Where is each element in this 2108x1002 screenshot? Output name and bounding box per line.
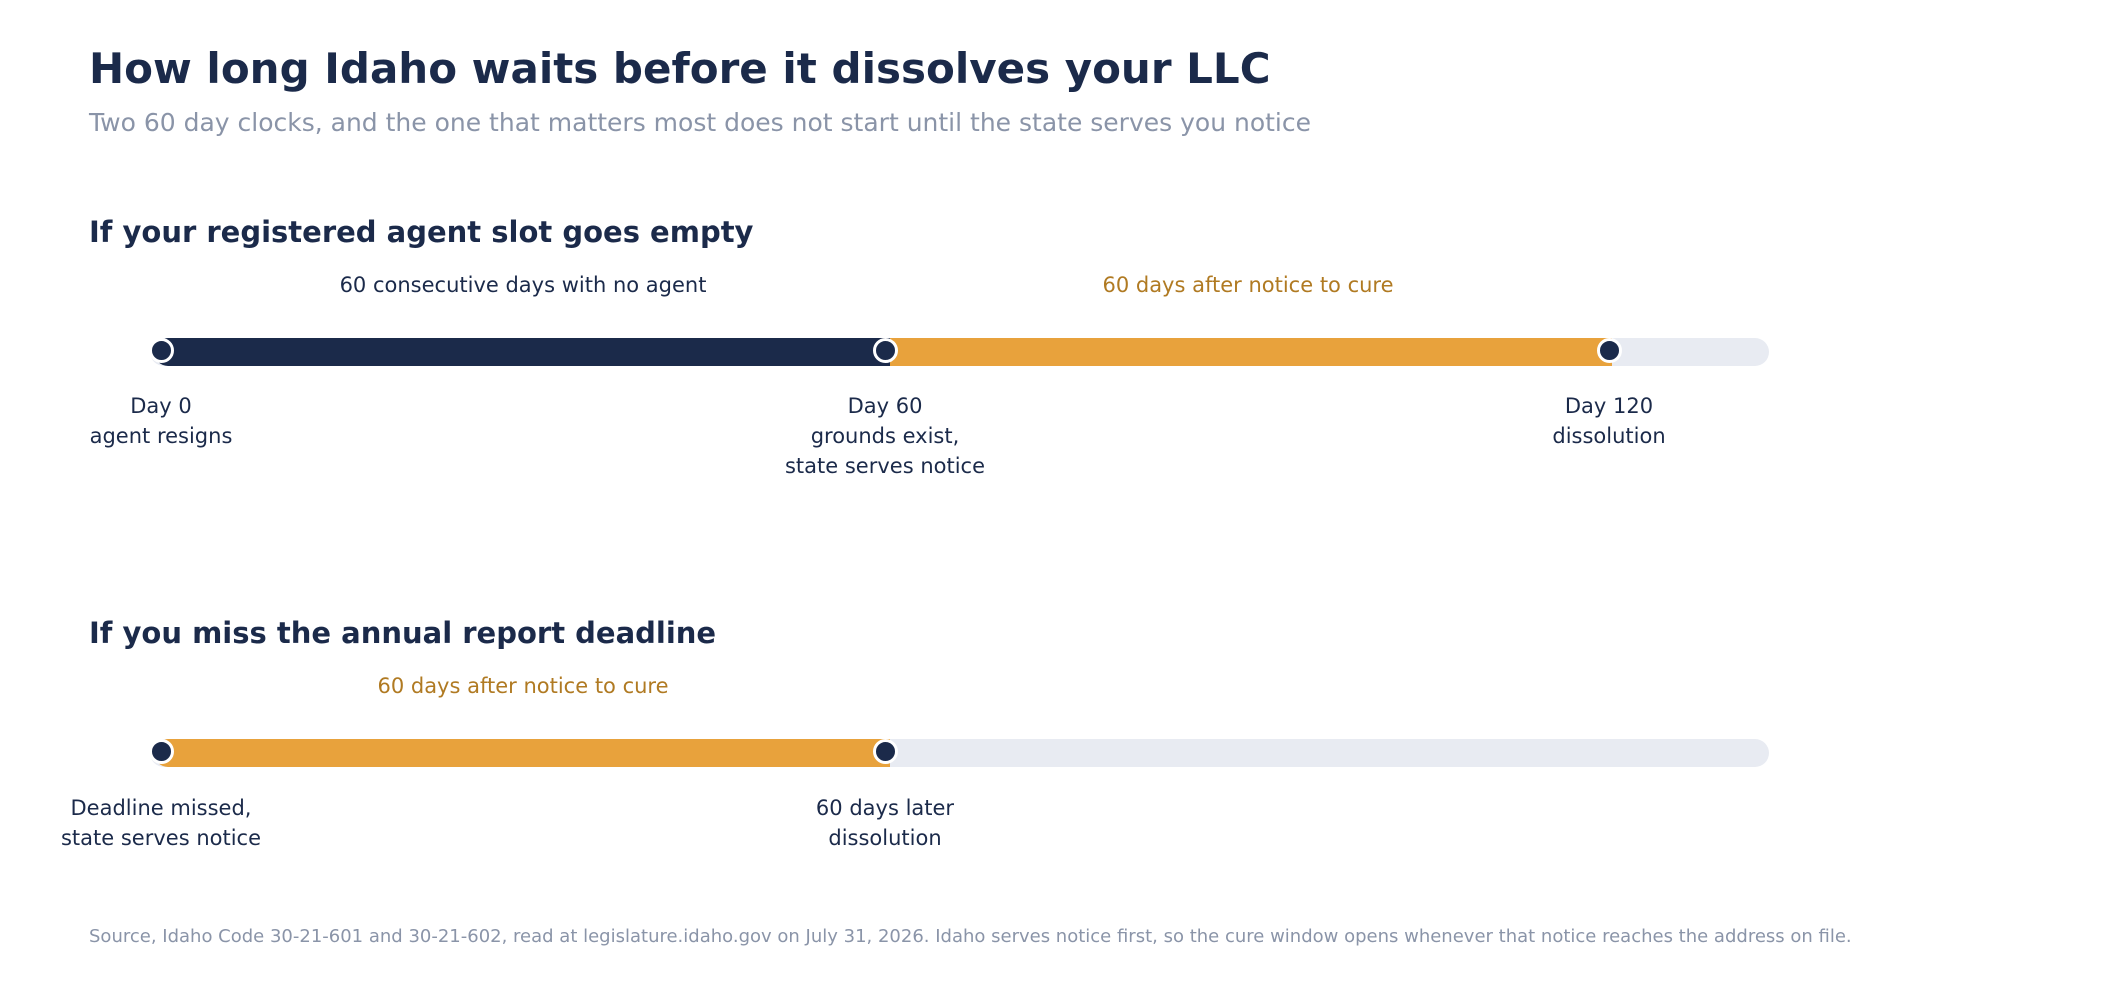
milestone-line: grounds exist, [810, 424, 960, 448]
timeline-report-milestone-end: 60 days later dissolution [816, 793, 954, 853]
timeline-agent-node-day120 [1597, 338, 1622, 363]
milestone-line: 60 days later [815, 796, 955, 820]
page-subtitle: Two 60 day clocks, and the one that matt… [89, 108, 1311, 137]
milestone-line: state serves notice [784, 454, 986, 478]
timeline-report-segment-cure [154, 739, 890, 767]
milestone-line: state serves notice [60, 826, 262, 850]
page-title: How long Idaho waits before it dissolves… [89, 44, 1271, 93]
timeline-agent-node-day0 [149, 338, 174, 363]
timeline-report-track [150, 739, 1769, 767]
milestone-line: agent resigns [89, 424, 233, 448]
timeline-report-node-end [873, 739, 898, 764]
milestone-line: Day 60 [847, 394, 923, 418]
milestone-line: Day 0 [130, 394, 192, 418]
timeline-agent-milestone-day120: Day 120 dissolution [1552, 391, 1665, 451]
timeline-report-segment-1-label: 60 days after notice to cure [377, 674, 669, 698]
timeline-agent-milestone-day60: Day 60 grounds exist, state serves notic… [785, 391, 985, 481]
timeline-report-heading: If you miss the annual report deadline [89, 616, 717, 650]
milestone-line: Deadline missed, [70, 796, 252, 820]
timeline-report-milestone-start: Deadline missed, state serves notice [61, 793, 261, 853]
timeline-report-node-start [149, 739, 174, 764]
timeline-agent-milestone-day0: Day 0 agent resigns [90, 391, 233, 451]
timeline-agent-segment-cure [890, 338, 1612, 366]
timeline-agent-heading: If your registered agent slot goes empty [89, 215, 754, 249]
timeline-agent-segment-2-label: 60 days after notice to cure [1102, 273, 1394, 297]
timeline-agent-node-day60 [873, 338, 898, 363]
timeline-agent-segment-no-agent [154, 338, 890, 366]
milestone-line: Day 120 [1564, 394, 1654, 418]
milestone-line: dissolution [1552, 424, 1666, 448]
timeline-agent-segment-1-label: 60 consecutive days with no agent [339, 273, 707, 297]
source-note: Source, Idaho Code 30-21-601 and 30-21-6… [89, 926, 1852, 947]
timeline-agent-track [150, 338, 1769, 366]
milestone-line: dissolution [828, 826, 942, 850]
